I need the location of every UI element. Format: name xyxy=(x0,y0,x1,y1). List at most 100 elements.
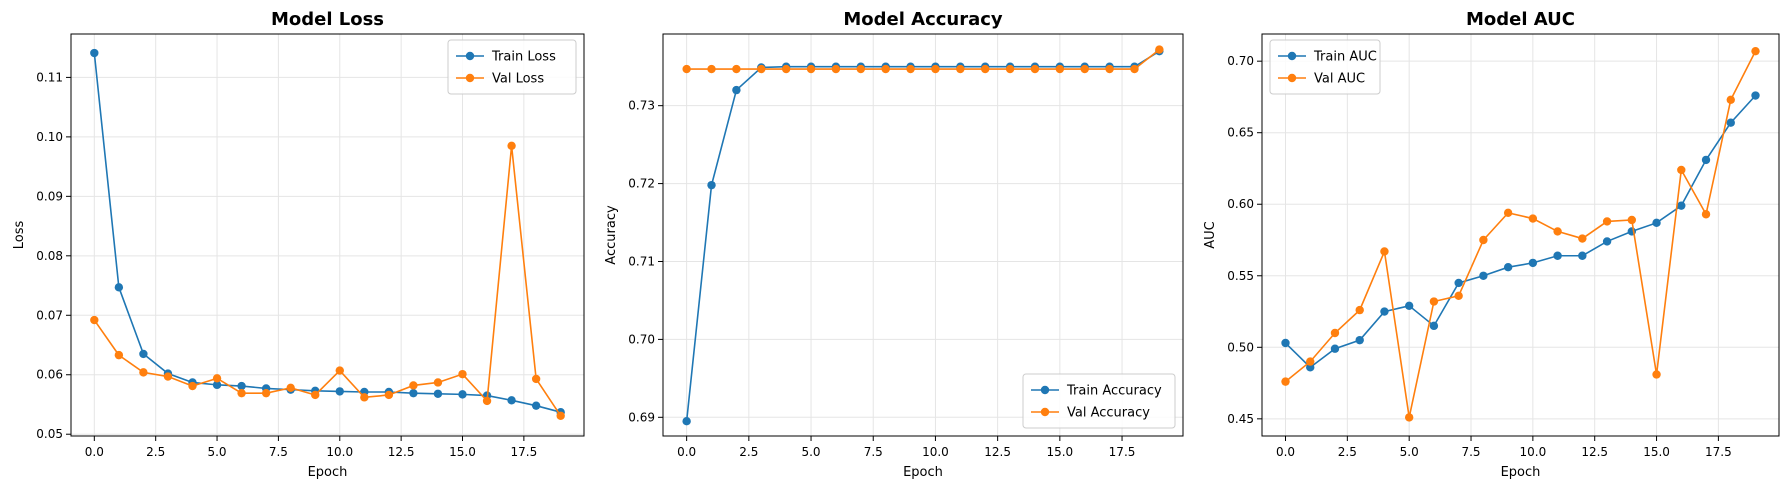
data-point xyxy=(906,64,915,74)
x-tick-label: 17.5 xyxy=(1705,445,1732,459)
loss-x-axis-label: Epoch xyxy=(308,465,348,480)
data-point xyxy=(1330,328,1340,338)
data-point xyxy=(732,85,741,95)
data-point xyxy=(1454,278,1463,288)
data-point xyxy=(1429,321,1439,331)
y-tick-label: 0.72 xyxy=(628,177,655,191)
data-point xyxy=(360,393,369,402)
data-point xyxy=(1479,235,1488,245)
data-point xyxy=(956,64,965,74)
y-tick-label: 0.65 xyxy=(1227,126,1254,140)
y-tick-label: 0.09 xyxy=(36,189,63,203)
data-point xyxy=(1429,297,1439,306)
data-point xyxy=(781,64,791,74)
data-point xyxy=(1578,251,1587,260)
x-tick-label: 7.5 xyxy=(864,445,883,459)
x-tick-label: 0.0 xyxy=(1276,445,1295,459)
y-tick-label: 0.70 xyxy=(1227,54,1254,68)
legend-swatch-marker xyxy=(1287,73,1297,83)
data-point xyxy=(1080,64,1089,74)
data-point xyxy=(1751,91,1760,100)
auc-y-axis-label: AUC xyxy=(1203,221,1218,249)
auc-legend: Train AUC Val AUC xyxy=(1269,39,1381,95)
loss-legend: Train Loss Val Loss xyxy=(447,39,577,95)
data-point xyxy=(433,389,443,398)
y-tick-label: 0.69 xyxy=(628,410,655,424)
data-point xyxy=(981,64,990,74)
y-tick-label: 0.07 xyxy=(36,308,63,322)
data-point xyxy=(90,315,99,325)
data-point xyxy=(114,283,124,292)
data-point xyxy=(1380,247,1389,256)
data-point xyxy=(311,390,320,400)
data-point xyxy=(188,381,197,391)
data-point xyxy=(1553,227,1562,236)
data-point xyxy=(1578,234,1587,243)
legend-label: Train Accuracy xyxy=(1066,384,1162,399)
data-point xyxy=(1503,262,1513,272)
data-point xyxy=(1130,64,1139,74)
data-point xyxy=(409,381,418,390)
data-point xyxy=(1503,208,1513,218)
data-point xyxy=(757,64,766,74)
y-tick-label: 0.05 xyxy=(36,427,63,441)
data-point xyxy=(1528,214,1538,223)
x-tick-label: 0.0 xyxy=(677,445,696,459)
auc-x-axis-label: Epoch xyxy=(1501,465,1541,480)
data-point xyxy=(384,390,394,400)
data-point xyxy=(1652,218,1661,228)
data-point xyxy=(1553,251,1562,260)
y-tick-label: 0.10 xyxy=(36,130,63,144)
legend-label: Train AUC xyxy=(1313,50,1377,65)
data-point xyxy=(931,64,940,74)
data-point xyxy=(682,416,691,426)
data-point xyxy=(1726,118,1735,127)
x-tick-label: 15.0 xyxy=(1046,445,1073,459)
data-point xyxy=(335,387,344,396)
x-tick-label: 12.5 xyxy=(984,445,1011,459)
x-tick-label: 7.5 xyxy=(269,445,288,459)
data-point xyxy=(1627,215,1637,225)
data-point xyxy=(531,401,541,410)
data-point xyxy=(1652,370,1661,379)
y-tick-label: 0.08 xyxy=(36,249,63,263)
data-point xyxy=(1602,237,1612,246)
x-tick-label: 5.0 xyxy=(207,445,226,459)
y-tick-label: 0.50 xyxy=(1227,340,1254,354)
data-point xyxy=(1701,155,1711,165)
data-point xyxy=(732,64,741,74)
y-tick-label: 0.45 xyxy=(1227,412,1254,426)
accuracy-chart-title: Model Accuracy xyxy=(843,9,1003,30)
data-point xyxy=(286,383,295,393)
legend-swatch-marker xyxy=(465,73,475,83)
data-point xyxy=(1726,95,1735,105)
plot-frame xyxy=(70,33,585,437)
y-tick-label: 0.55 xyxy=(1227,269,1254,283)
data-point xyxy=(1330,344,1340,353)
data-point xyxy=(237,388,246,398)
data-point xyxy=(1155,45,1164,54)
x-tick-label: 7.5 xyxy=(1461,445,1480,459)
x-tick-label: 15.0 xyxy=(449,445,476,459)
data-point xyxy=(1404,413,1414,422)
data-point xyxy=(90,48,99,58)
data-point xyxy=(507,141,516,150)
accuracy-x-axis-label: Epoch xyxy=(903,465,943,480)
x-tick-label: 10.0 xyxy=(1520,445,1547,459)
data-point xyxy=(458,369,467,379)
legend-label: Val Accuracy xyxy=(1067,406,1150,421)
x-tick-label: 15.0 xyxy=(1643,445,1670,459)
data-point xyxy=(1701,210,1711,219)
data-point xyxy=(707,180,716,190)
data-point xyxy=(1528,258,1538,268)
data-point xyxy=(114,350,124,360)
data-point xyxy=(682,64,691,74)
data-point xyxy=(433,378,443,387)
legend-swatch-marker xyxy=(1040,385,1050,395)
x-tick-label: 17.5 xyxy=(1109,445,1136,459)
auc-chart-title: Model AUC xyxy=(1466,9,1575,30)
data-point xyxy=(806,64,816,74)
data-point xyxy=(856,64,865,74)
x-tick-label: 12.5 xyxy=(1581,445,1608,459)
